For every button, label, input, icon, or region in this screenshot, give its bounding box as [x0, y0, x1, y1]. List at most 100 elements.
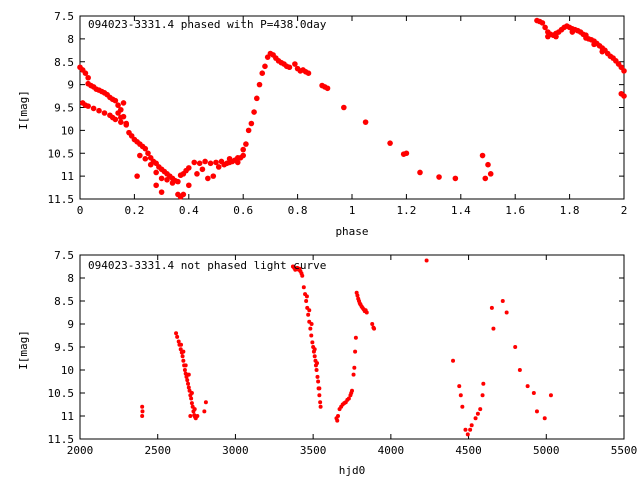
data-point	[370, 322, 375, 326]
data-point	[531, 391, 536, 395]
data-point	[137, 152, 143, 159]
data-point	[189, 401, 194, 406]
data-point	[309, 322, 314, 326]
data-point	[451, 358, 456, 363]
data-points	[140, 258, 553, 437]
data-point	[621, 93, 627, 99]
data-point	[621, 68, 627, 74]
data-point	[153, 182, 159, 189]
data-point	[147, 161, 154, 168]
data-point	[196, 160, 203, 167]
data-point	[153, 169, 159, 176]
data-point	[185, 378, 190, 383]
data-point	[226, 155, 233, 162]
data-point	[186, 381, 191, 386]
x-tick-label: 3500	[300, 444, 327, 457]
data-point	[318, 404, 323, 409]
data-point	[500, 299, 505, 303]
data-point	[336, 414, 341, 418]
data-point	[118, 119, 124, 125]
data-point	[189, 396, 194, 401]
data-point	[305, 70, 312, 76]
x-tick-label: 5500	[611, 444, 638, 457]
data-point	[324, 85, 331, 92]
data-point	[176, 339, 181, 344]
data-point	[158, 189, 165, 195]
y-tick-label: 8	[67, 272, 74, 285]
x-tick-label: 1.2	[396, 204, 416, 217]
data-point	[181, 349, 186, 354]
data-point	[192, 407, 197, 412]
data-point	[599, 48, 606, 55]
data-point	[175, 178, 181, 185]
data-point	[140, 414, 145, 418]
data-point	[180, 354, 185, 359]
data-point	[504, 310, 509, 315]
axis-ticks	[79, 15, 625, 200]
data-point	[478, 407, 483, 412]
data-point	[539, 20, 546, 26]
data-point	[82, 70, 89, 76]
data-point	[591, 41, 597, 48]
data-point	[553, 33, 559, 40]
data-point	[307, 308, 312, 313]
y-tick-labels: 7.5 8 8.5 9 9.5 10 10.5 11 11.5	[48, 249, 75, 446]
data-point	[183, 371, 188, 376]
data-point	[179, 342, 184, 347]
data-point	[178, 347, 183, 352]
data-point	[181, 358, 186, 363]
x-tick-label: 0.8	[288, 204, 308, 217]
x-tick-label: 2	[621, 204, 628, 217]
y-tick-label: 10	[61, 364, 74, 377]
data-point	[306, 312, 311, 317]
data-point	[436, 174, 442, 180]
plot-frame	[79, 254, 625, 440]
data-point	[140, 409, 145, 414]
x-tick-label: 0.2	[124, 204, 144, 217]
data-point	[312, 354, 317, 359]
data-point	[308, 326, 313, 331]
x-tick-label: 2000	[67, 444, 94, 457]
data-point	[300, 273, 305, 278]
data-point	[458, 393, 463, 398]
data-point	[372, 326, 377, 331]
data-point	[245, 127, 252, 134]
x-tick-label: 4000	[378, 444, 405, 457]
data-point	[316, 379, 321, 384]
data-point	[304, 294, 309, 299]
data-point	[475, 411, 480, 416]
data-point	[482, 175, 489, 182]
data-point	[188, 414, 193, 418]
data-point	[140, 404, 145, 409]
data-point	[314, 368, 319, 372]
data-point	[452, 175, 459, 182]
data-point	[240, 152, 246, 159]
data-point	[351, 372, 356, 377]
x-tick-label: 0	[77, 204, 84, 217]
data-point	[115, 102, 121, 109]
data-point	[180, 191, 187, 198]
x-axis-label: phase	[335, 225, 368, 238]
data-point	[96, 107, 102, 114]
data-point	[403, 150, 410, 157]
y-tick-label: 9	[67, 318, 74, 331]
data-point	[292, 61, 298, 67]
data-point	[202, 158, 208, 165]
data-point	[85, 74, 91, 81]
axis-ticks	[79, 254, 625, 440]
data-point	[465, 432, 470, 437]
data-point	[205, 175, 211, 182]
data-point	[186, 372, 191, 377]
x-tick-label: 5000	[533, 444, 560, 457]
y-tick-label: 11	[61, 170, 74, 183]
data-point	[463, 427, 468, 432]
data-point	[312, 347, 317, 352]
y-tick-label: 11	[61, 410, 74, 423]
data-point	[251, 109, 257, 115]
data-point	[485, 161, 491, 168]
y-tick-label: 9.5	[54, 341, 74, 354]
x-tick-label: 1.8	[560, 204, 580, 217]
data-point	[256, 81, 263, 88]
data-point	[301, 285, 306, 290]
data-point	[545, 33, 551, 40]
